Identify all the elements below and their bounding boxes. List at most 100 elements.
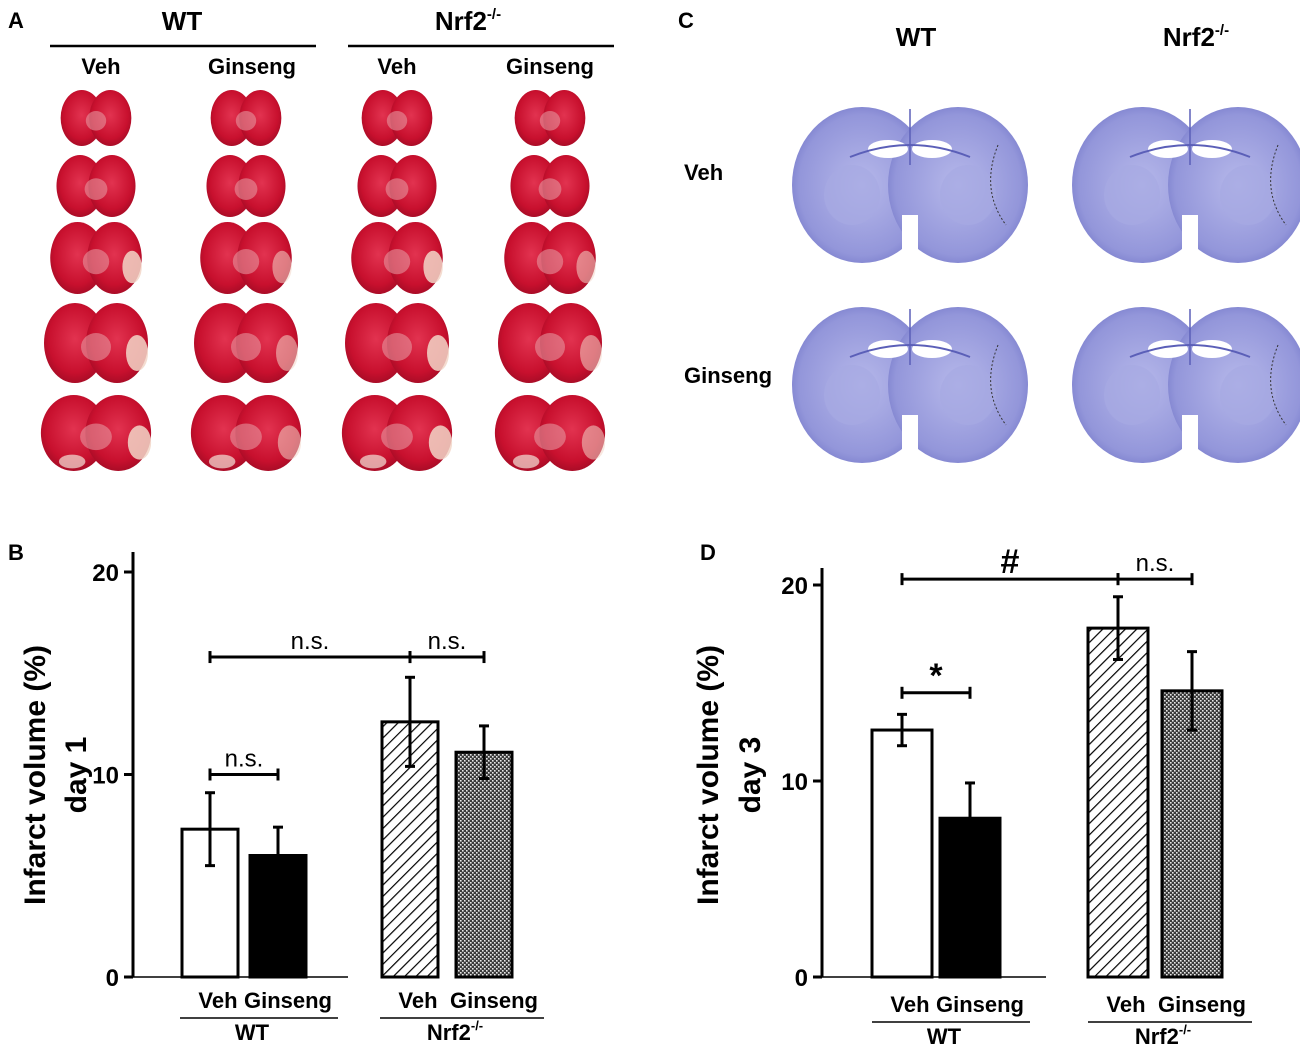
ttc-white-matter bbox=[81, 333, 111, 361]
ttc-slice bbox=[194, 303, 298, 383]
ttc-white-matter bbox=[234, 178, 258, 200]
panel-d: D 0 10 20 Infarct volume (%) day 3 * # n.s. Veh G… bbox=[692, 540, 1252, 1049]
ttc-pale-spot bbox=[208, 454, 236, 469]
ttc-slice bbox=[200, 222, 292, 294]
ttc-white-matter bbox=[534, 423, 566, 451]
ttc-infarct-area bbox=[277, 425, 302, 460]
group-label-name: Nrf2 bbox=[427, 1020, 471, 1045]
ttc-slice bbox=[50, 222, 142, 294]
nissl-striatum-right bbox=[1220, 365, 1276, 425]
ttc-white-matter bbox=[230, 423, 262, 451]
nissl-striatum-left bbox=[824, 165, 880, 225]
ttc-white-matter bbox=[386, 111, 408, 131]
ttc-white-matter bbox=[84, 178, 108, 200]
ttc-hemisphere-right bbox=[88, 155, 136, 217]
y-axis-label: Infarct volume (%) bbox=[692, 645, 725, 905]
ttc-white-matter bbox=[536, 249, 564, 275]
category-label: Ginseng bbox=[450, 988, 538, 1013]
bar bbox=[454, 750, 514, 979]
significance-label: n.s. bbox=[428, 628, 467, 655]
panel-c-col-nrf2: Nrf2-/- bbox=[1163, 22, 1229, 52]
ttc-slice bbox=[498, 303, 602, 383]
ttc-infarct-area bbox=[423, 250, 443, 284]
nissl-infarct-border bbox=[990, 144, 1007, 226]
nissl-striatum-right bbox=[940, 365, 996, 425]
ttc-hemisphere-right bbox=[389, 155, 437, 217]
ttc-slice bbox=[40, 395, 152, 471]
nissl-corpus-callosum bbox=[849, 144, 971, 158]
ttc-slice bbox=[357, 155, 437, 217]
ttc-white-matter bbox=[235, 111, 257, 131]
ttc-white-matter bbox=[231, 333, 261, 361]
ttc-infarct-area bbox=[576, 250, 596, 284]
ttc-infarct-area bbox=[428, 425, 453, 460]
ttc-infarct-area bbox=[126, 335, 148, 371]
category-label: Ginseng bbox=[936, 992, 1024, 1017]
nissl-corpus-callosum bbox=[849, 344, 971, 358]
nissl-slice bbox=[1072, 107, 1300, 267]
ttc-hemisphere-right bbox=[239, 90, 282, 146]
ttc-slice bbox=[345, 303, 449, 383]
significance-label: * bbox=[929, 657, 943, 695]
ttc-infarct-area bbox=[427, 335, 449, 371]
ttc-infarct-area bbox=[580, 335, 602, 371]
ttc-slice bbox=[510, 155, 590, 217]
group-label: Nrf2-/- bbox=[1135, 1022, 1191, 1049]
ttc-infarct-area bbox=[272, 250, 292, 284]
significance-label: n.s. bbox=[1136, 550, 1175, 577]
ttc-white-matter bbox=[80, 423, 112, 451]
nissl-striatum-left bbox=[1104, 365, 1160, 425]
ttc-slice bbox=[361, 90, 433, 146]
category-label: Veh bbox=[1106, 992, 1145, 1017]
ttc-white-matter bbox=[538, 178, 562, 200]
category-label: Veh bbox=[398, 988, 437, 1013]
ttc-hemisphere-right bbox=[543, 90, 586, 146]
panel-c-row-ginseng: Ginseng bbox=[684, 363, 772, 388]
significance-label: n.s. bbox=[291, 628, 330, 655]
y-tick-label: 0 bbox=[106, 965, 119, 992]
y-tick-label: 20 bbox=[781, 573, 808, 600]
ttc-infarct-area bbox=[122, 250, 142, 284]
ttc-slice bbox=[341, 395, 453, 471]
category-label: Veh bbox=[890, 992, 929, 1017]
chart-day1: 0 10 20 Infarct volume (%) day 1 n.s. n.s. n.s.… bbox=[19, 552, 544, 1045]
panel-a-col-ginseng-wt: Ginseng bbox=[208, 54, 296, 79]
ttc-white-matter bbox=[382, 333, 412, 361]
y-tick-label: 10 bbox=[92, 763, 119, 790]
panel-a: A WT Nrf2-/- Veh Ginseng Veh Ginseng bbox=[8, 6, 614, 471]
panel-a-col-veh-wt: Veh bbox=[81, 54, 120, 79]
nissl-brain-slices bbox=[792, 107, 1300, 467]
nissl-corpus-callosum bbox=[1129, 144, 1251, 158]
panel-c-letter: C bbox=[678, 8, 694, 33]
ttc-slice bbox=[514, 90, 586, 146]
ttc-white-matter bbox=[385, 178, 409, 200]
ttc-pale-spot bbox=[58, 454, 86, 469]
nissl-striatum-right bbox=[940, 165, 996, 225]
nissl-infarct-border bbox=[1270, 144, 1287, 226]
panel-a-group-nrf2: Nrf2-/- bbox=[435, 6, 501, 36]
ttc-slice bbox=[190, 395, 302, 471]
ttc-hemisphere-right bbox=[390, 90, 433, 146]
panel-a-col-ginseng-nrf2: Ginseng bbox=[506, 54, 594, 79]
group-label: WT bbox=[927, 1024, 962, 1049]
ttc-slice bbox=[206, 155, 286, 217]
panel-b-letter: B bbox=[8, 540, 24, 565]
ttc-slice bbox=[44, 303, 148, 383]
panel-a-col-veh-nrf2: Veh bbox=[377, 54, 416, 79]
nissl-striatum-left bbox=[1104, 165, 1160, 225]
ttc-slice bbox=[210, 90, 282, 146]
ttc-slice bbox=[504, 222, 596, 294]
nissl-striatum-left bbox=[824, 365, 880, 425]
category-label: Veh bbox=[198, 988, 237, 1013]
category-label: Ginseng bbox=[1158, 992, 1246, 1017]
ttc-hemisphere-right bbox=[238, 155, 286, 217]
ttc-pale-spot bbox=[359, 454, 387, 469]
panel-c-col-wt: WT bbox=[896, 22, 937, 52]
bar bbox=[1160, 689, 1224, 979]
ttc-slice bbox=[56, 155, 136, 217]
ttc-hemisphere-right bbox=[89, 90, 132, 146]
group-label-name: WT bbox=[927, 1024, 962, 1049]
group-label-name: WT bbox=[235, 1020, 270, 1045]
nissl-midline-gap bbox=[1182, 415, 1198, 467]
